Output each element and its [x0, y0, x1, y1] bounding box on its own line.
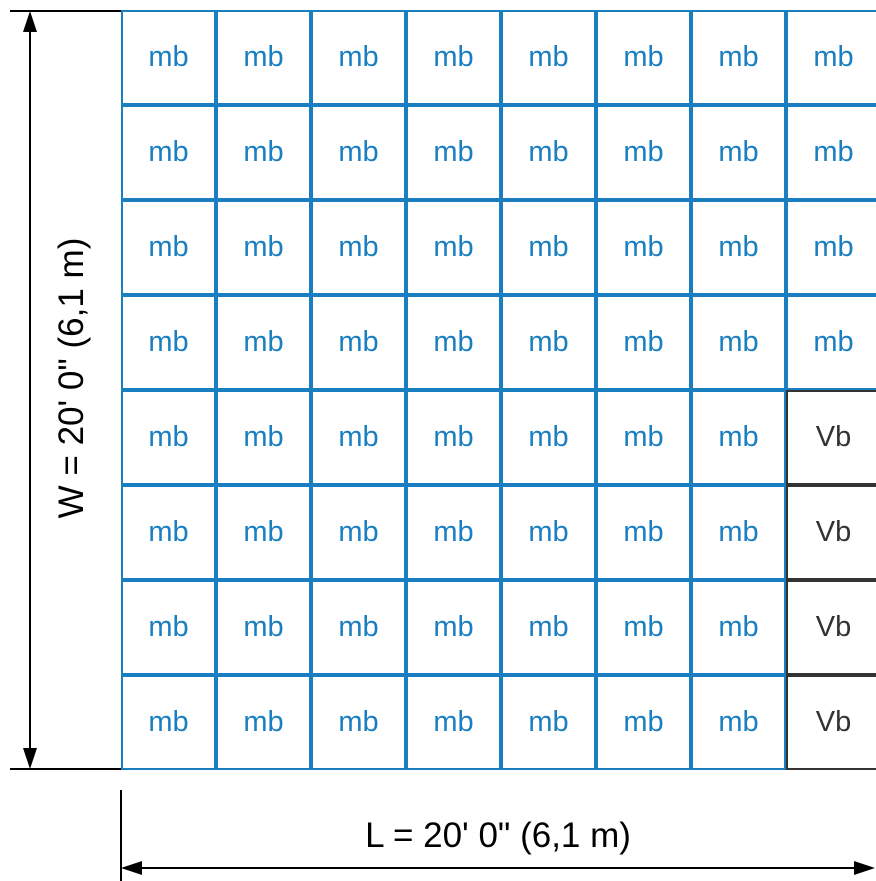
mb-cell: mb	[121, 580, 216, 675]
mb-cell: mb	[311, 580, 406, 675]
mb-cell: mb	[216, 675, 311, 770]
mb-cell: mb	[406, 295, 501, 390]
mb-cell: mb	[501, 200, 596, 295]
mb-cell: mb	[406, 10, 501, 105]
length-arrow-left	[121, 861, 142, 875]
width-arrow-bottom	[23, 748, 37, 769]
mb-cell: mb	[501, 485, 596, 580]
vb-cell: Vb	[786, 485, 876, 580]
mb-cell: mb	[121, 200, 216, 295]
mb-cell: mb	[596, 675, 691, 770]
mb-cell: mb	[311, 105, 406, 200]
mb-cell: mb	[406, 200, 501, 295]
mb-cell: mb	[786, 105, 876, 200]
length-label: L = 20' 0" (6,1 m)	[365, 816, 631, 855]
mb-cell: mb	[121, 295, 216, 390]
mb-cell: mb	[596, 390, 691, 485]
mb-cell: mb	[406, 390, 501, 485]
width-arrow-top	[23, 11, 37, 32]
mb-cell: mb	[501, 675, 596, 770]
mb-cell: mb	[121, 105, 216, 200]
mb-cell: mb	[406, 485, 501, 580]
block-grid: mb mb mb mb mb mb mb mb mb mb mb mb mb mb mb mb mb mb mb mb…	[121, 10, 876, 770]
mb-cell: mb	[216, 10, 311, 105]
mb-cell: mb	[121, 485, 216, 580]
mb-cell: mb	[691, 485, 786, 580]
mb-cell: mb	[216, 485, 311, 580]
mb-cell: mb	[311, 200, 406, 295]
mb-cell: mb	[691, 390, 786, 485]
mb-cell: mb	[691, 10, 786, 105]
mb-cell: mb	[121, 390, 216, 485]
mb-cell: mb	[501, 580, 596, 675]
mb-cell: mb	[406, 580, 501, 675]
mb-cell: mb	[501, 105, 596, 200]
mb-cell: mb	[216, 295, 311, 390]
mb-cell: mb	[691, 675, 786, 770]
mb-cell: mb	[596, 10, 691, 105]
mb-cell: mb	[311, 675, 406, 770]
mb-cell: mb	[121, 10, 216, 105]
vb-cell: Vb	[786, 390, 876, 485]
mb-cell: mb	[216, 105, 311, 200]
mb-cell: mb	[121, 675, 216, 770]
mb-cell: mb	[216, 580, 311, 675]
mb-cell: mb	[501, 295, 596, 390]
mb-cell: mb	[786, 200, 876, 295]
mb-cell: mb	[311, 390, 406, 485]
mb-cell: mb	[596, 485, 691, 580]
mb-cell: mb	[596, 580, 691, 675]
mb-cell: mb	[596, 200, 691, 295]
mb-cell: mb	[311, 295, 406, 390]
mb-cell: mb	[406, 675, 501, 770]
mb-cell: mb	[786, 295, 876, 390]
mb-cell: mb	[691, 105, 786, 200]
vb-cell: Vb	[786, 675, 876, 770]
mb-cell: mb	[406, 105, 501, 200]
mb-cell: mb	[596, 105, 691, 200]
mb-cell: mb	[691, 200, 786, 295]
mb-cell: mb	[311, 485, 406, 580]
mb-cell: mb	[216, 390, 311, 485]
mb-cell: mb	[311, 10, 406, 105]
vb-cell: Vb	[786, 580, 876, 675]
mb-cell: mb	[501, 10, 596, 105]
width-label: W = 20' 0" (6,1 m)	[52, 237, 91, 519]
mb-cell: mb	[786, 10, 876, 105]
mb-cell: mb	[691, 580, 786, 675]
mb-cell: mb	[691, 295, 786, 390]
mb-cell: mb	[501, 390, 596, 485]
mb-cell: mb	[596, 295, 691, 390]
mb-cell: mb	[216, 200, 311, 295]
length-arrow-right	[854, 861, 875, 875]
